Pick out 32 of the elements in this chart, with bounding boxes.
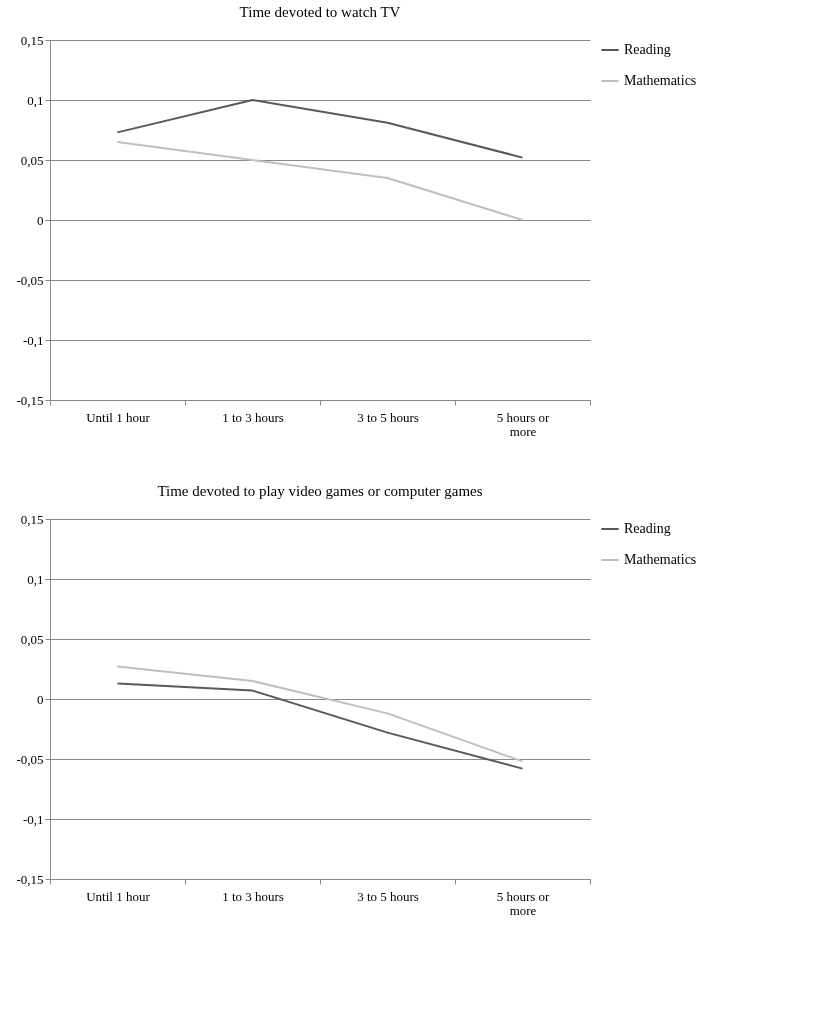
x-tick-label: 3 to 5 hours: [357, 888, 419, 904]
x-tick-label: 3 to 5 hours: [357, 409, 419, 425]
legend-label: Reading: [624, 42, 671, 57]
y-tick-label: 0: [37, 691, 44, 707]
y-tick-label: 0,15: [20, 511, 44, 527]
x-tick-label: 1 to 3 hours: [222, 409, 284, 425]
line-series: [116, 141, 524, 221]
y-tick-label: 0,15: [20, 32, 44, 48]
y-tick-label: 0,05: [20, 631, 44, 647]
y-tick-label: -0,1: [22, 811, 44, 827]
legend-label: Mathematics: [624, 552, 697, 567]
y-tick-label: -0,15: [16, 392, 44, 408]
x-tick-label: 5 hours or more: [496, 409, 551, 439]
y-tick-label: 0,1: [27, 92, 44, 108]
chart-title: Time devoted to play video games or computer games: [157, 483, 483, 499]
y-tick-label: 0: [37, 212, 44, 228]
line-series: [116, 99, 524, 159]
legend-label: Mathematics: [624, 73, 697, 88]
y-tick-label: -0,1: [22, 332, 44, 348]
legend-label: Reading: [624, 521, 671, 536]
y-tick-label: 0,1: [27, 571, 44, 587]
y-tick-label: 0,05: [20, 152, 44, 168]
y-tick-label: -0,15: [16, 871, 44, 887]
x-tick-label: 5 hours or more: [496, 888, 551, 918]
line-series: [116, 665, 524, 763]
line-series: [116, 682, 524, 770]
x-tick-label: 1 to 3 hours: [222, 888, 284, 904]
x-tick-label: Until 1 hour: [86, 888, 151, 904]
x-tick-label: Until 1 hour: [86, 409, 151, 425]
y-tick-label: -0,05: [16, 272, 44, 288]
chart-title: Time devoted to watch TV: [239, 4, 401, 20]
y-tick-label: -0,05: [16, 751, 44, 767]
